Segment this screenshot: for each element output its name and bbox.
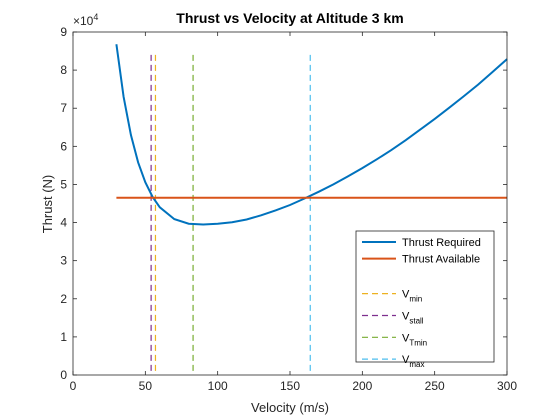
legend-label-sub: min	[409, 295, 422, 304]
x-tick-label: 200	[352, 379, 372, 393]
y-exponent-base: ×10	[73, 14, 94, 28]
y-exponent-label: ×104	[73, 12, 98, 28]
y-axis-label: Thrust (N)	[40, 175, 55, 234]
x-tick-label: 150	[280, 379, 300, 393]
y-exponent-power: 4	[93, 12, 98, 22]
x-tick-label: 300	[497, 379, 517, 393]
y-tick-label: 2	[60, 292, 67, 306]
y-tick-label: 6	[60, 139, 67, 153]
x-tick-label: 50	[139, 379, 153, 393]
chart-title: Thrust vs Velocity at Altitude 3 km	[176, 10, 403, 26]
y-tick-label: 3	[60, 254, 67, 268]
legend-label-sub: Tmin	[409, 338, 427, 347]
y-tick-label: 5	[60, 177, 67, 191]
x-tick-label: 0	[70, 379, 77, 393]
legend-label-thrust-available: Thrust Available	[402, 254, 480, 266]
y-tick-label: 1	[60, 330, 67, 344]
y-tick-label: 9	[60, 25, 67, 39]
legend-label-sub: max	[409, 360, 424, 369]
y-tick-label: 0	[60, 368, 67, 382]
legend-label-thrust-required: Thrust Required	[402, 237, 481, 249]
y-tick-label: 4	[60, 216, 67, 230]
x-tick-label: 250	[425, 379, 445, 393]
legend-label-sub: stall	[409, 316, 423, 325]
x-axis-label: Velocity (m/s)	[251, 400, 329, 415]
y-tick-label: 7	[60, 101, 67, 115]
y-tick-label: 8	[60, 63, 67, 77]
x-tick-label: 100	[208, 379, 228, 393]
